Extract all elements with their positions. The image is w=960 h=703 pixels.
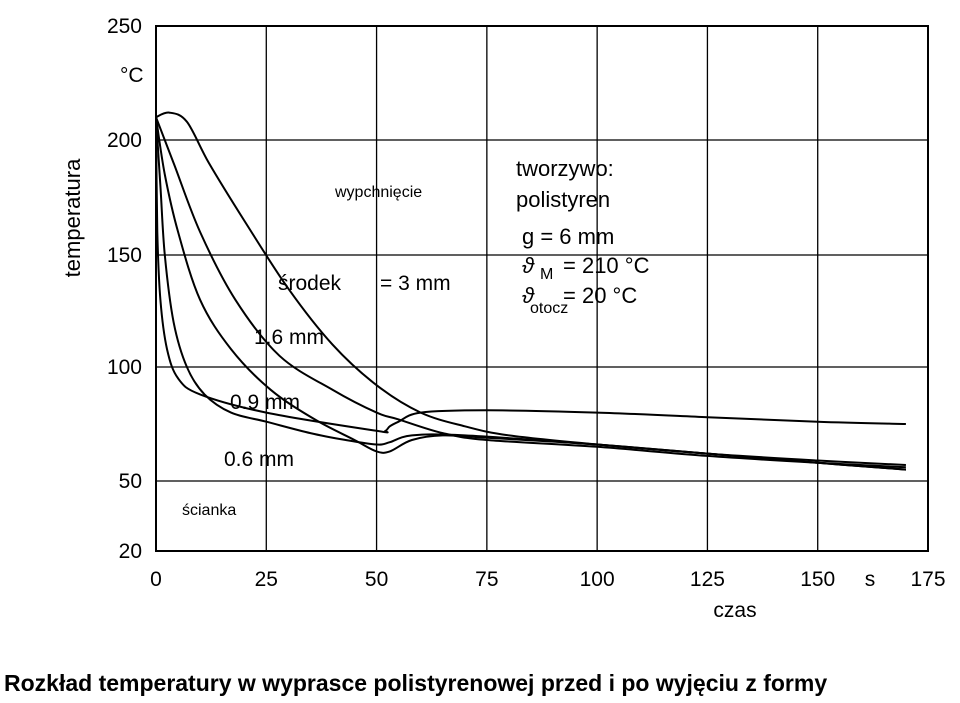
- x-tick-label: 100: [580, 568, 615, 591]
- y-tick-label: 250: [107, 15, 142, 38]
- y-axis-label: temperatura: [60, 158, 85, 277]
- annotation-thickness: g = 6 mm: [522, 224, 614, 249]
- annotation-ambient-temp-symbol: ϑ: [522, 283, 535, 308]
- x-tick-label: 25: [255, 568, 278, 591]
- series-line-4: [155, 117, 906, 434]
- series-label-0-9mm: 0.9 mm: [230, 391, 300, 414]
- annotation-wypchniecie: wypchnięcie: [334, 184, 422, 201]
- y-tick-label: 150: [107, 244, 142, 267]
- x-axis-label: czas: [713, 599, 756, 622]
- series-label-srodek: środek: [278, 272, 342, 295]
- plot-frame: [155, 25, 929, 552]
- y-tick-label: 100: [107, 356, 142, 379]
- annotation-material-heading: tworzywo:: [516, 156, 614, 181]
- x-tick-label: 150: [800, 568, 835, 591]
- x-tick-label: 0: [150, 568, 162, 591]
- figure-caption: Rozkład temperatury w wyprasce polistyre…: [4, 670, 828, 696]
- x-tick-label: 75: [475, 568, 498, 591]
- annotation-ambient-temp-value: = 20 °C: [563, 283, 637, 308]
- annotation-material: polistyren: [516, 187, 610, 212]
- y-axis-unit: °C: [120, 64, 144, 87]
- y-tick-label: 20: [119, 540, 142, 563]
- series-label-1-6mm: 1.6 mm: [254, 326, 324, 349]
- annotation-ambient-temp-subscript: otocz: [530, 300, 568, 317]
- annotation-mold-temp-subscript: M: [540, 266, 553, 283]
- series-label-0-6mm: 0.6 mm: [224, 448, 294, 471]
- y-tick-label: 200: [107, 129, 142, 152]
- series-line-1: [155, 116, 906, 469]
- y-tick-label: 50: [119, 470, 142, 493]
- series-label-scianka: ścianka: [182, 502, 236, 519]
- chart-series: [155, 111, 906, 471]
- chart-grid: [155, 25, 929, 552]
- x-tick-label: 125: [690, 568, 725, 591]
- annotation-mold-temp-value: = 210 °C: [563, 253, 650, 278]
- x-tick-label: 50: [365, 568, 388, 591]
- annotation-mold-temp-symbol: ϑ: [522, 253, 535, 278]
- temperature-chart: 0 25 50 75 100 125 150 175 20 50 100 150 200 250 temp…: [60, 15, 946, 622]
- x-tick-label: 175: [910, 568, 945, 591]
- series-label-srodek-thickness: = 3 mm: [380, 272, 451, 295]
- series-line-3: [155, 117, 906, 471]
- x-axis-unit: s: [865, 568, 876, 591]
- chart-ticks: 0 25 50 75 100 125 150 175 20 50 100 150 200 250: [107, 15, 946, 591]
